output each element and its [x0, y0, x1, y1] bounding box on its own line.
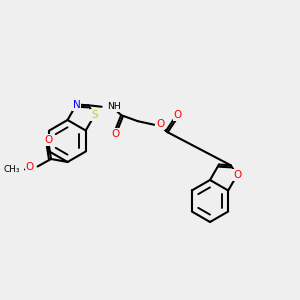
- Text: O: O: [111, 129, 119, 139]
- Text: CH₃: CH₃: [4, 165, 20, 174]
- Text: O: O: [26, 162, 34, 172]
- Text: NH: NH: [107, 102, 121, 111]
- Text: O: O: [174, 110, 182, 120]
- Text: O: O: [156, 119, 164, 129]
- Text: S: S: [91, 110, 98, 120]
- Text: O: O: [233, 170, 241, 180]
- Text: O: O: [44, 135, 53, 145]
- Text: N: N: [73, 100, 80, 110]
